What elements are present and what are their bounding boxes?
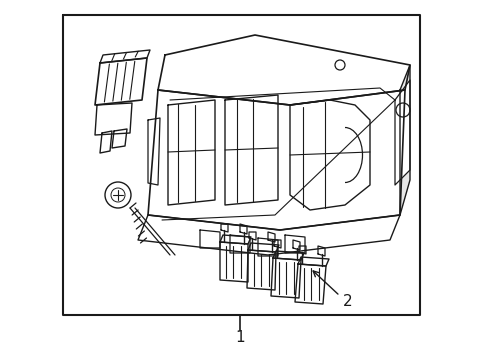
Polygon shape (272, 251, 304, 260)
Polygon shape (95, 58, 147, 105)
Polygon shape (95, 103, 132, 135)
Polygon shape (229, 235, 249, 253)
Polygon shape (394, 80, 409, 185)
Polygon shape (258, 238, 278, 256)
Polygon shape (294, 264, 325, 304)
Polygon shape (246, 250, 275, 290)
Text: 2: 2 (343, 294, 352, 310)
Polygon shape (112, 129, 127, 148)
Polygon shape (220, 242, 247, 282)
Polygon shape (224, 95, 278, 205)
Polygon shape (100, 50, 150, 63)
Polygon shape (200, 230, 220, 248)
Polygon shape (247, 243, 279, 252)
Polygon shape (63, 15, 419, 315)
Polygon shape (148, 118, 160, 185)
Polygon shape (289, 100, 369, 210)
Polygon shape (297, 257, 328, 266)
Polygon shape (399, 65, 409, 215)
Polygon shape (158, 35, 409, 105)
Polygon shape (270, 258, 301, 298)
Text: 1: 1 (235, 329, 244, 345)
Polygon shape (220, 235, 250, 244)
Polygon shape (148, 90, 404, 230)
Polygon shape (285, 235, 305, 253)
Polygon shape (100, 131, 112, 153)
Polygon shape (138, 215, 399, 255)
Polygon shape (168, 100, 215, 205)
